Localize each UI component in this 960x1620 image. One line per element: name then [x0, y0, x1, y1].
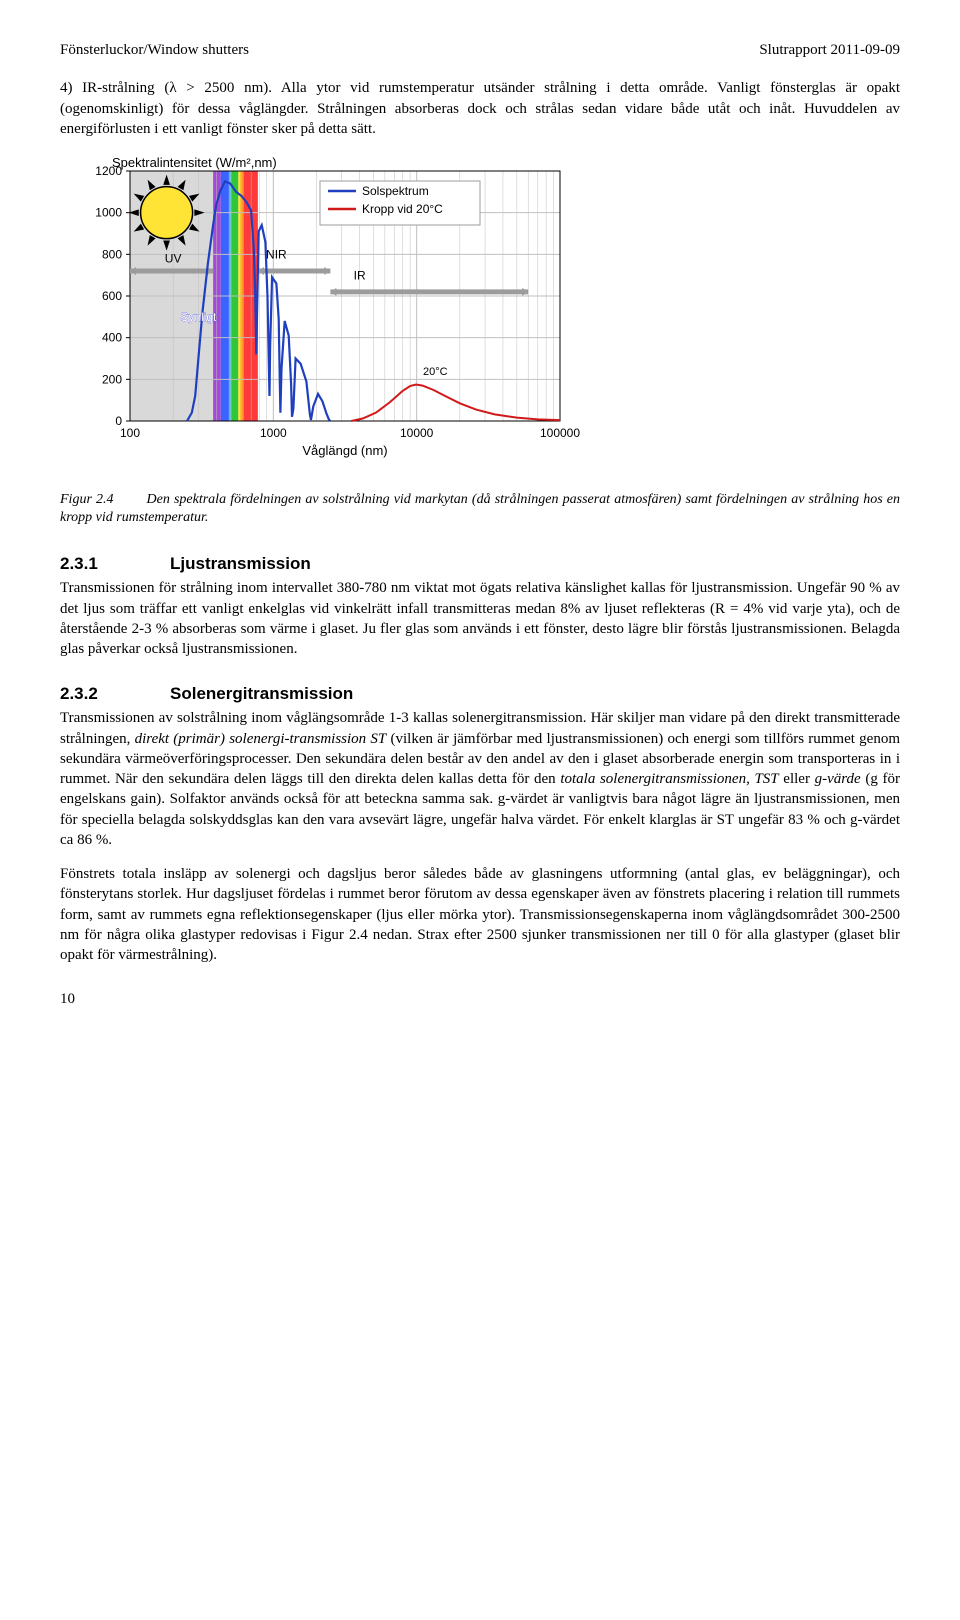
heading-num: 2.3.2 — [60, 683, 170, 706]
heading-2-3-1: 2.3.1Ljustransmission — [60, 553, 900, 576]
heading-num: 2.3.1 — [60, 553, 170, 576]
caption-strong: Figur 2.4 — [60, 492, 114, 507]
section-2-3-1-body: Transmissionen för strålning inom interv… — [60, 578, 900, 659]
figure-caption: Figur 2.4 Den spektrala fördelningen av … — [60, 491, 900, 527]
svg-text:NIR: NIR — [266, 248, 287, 262]
page-number: 10 — [60, 989, 900, 1009]
svg-text:100000: 100000 — [540, 426, 580, 440]
svg-text:Solspektrum: Solspektrum — [362, 184, 429, 198]
svg-text:Kropp vid 20°C: Kropp vid 20°C — [362, 202, 443, 216]
section-2-3-2-p1: Transmissionen av solstrålning inom vågl… — [60, 708, 900, 850]
svg-text:200: 200 — [102, 372, 122, 386]
header-left: Fönsterluckor/Window shutters — [60, 40, 249, 60]
svg-text:400: 400 — [102, 331, 122, 345]
svg-text:Våglängd (nm): Våglängd (nm) — [302, 443, 387, 458]
section-2-3-2-p2: Fönstrets totala insläpp av solenergi oc… — [60, 864, 900, 965]
heading-title: Solenergitransmission — [170, 684, 353, 703]
svg-text:20°C: 20°C — [423, 366, 448, 378]
intro-paragraph: 4) IR-strålning (λ > 2500 nm). Alla ytor… — [60, 78, 900, 139]
svg-text:IR: IR — [354, 268, 366, 282]
spectrum-chart: 020040060080010001200100100010000100000U… — [60, 153, 580, 483]
svg-text:1000: 1000 — [95, 206, 122, 220]
svg-text:Spektralintensitet (W/m²,nm): Spektralintensitet (W/m²,nm) — [112, 155, 277, 170]
heading-2-3-2: 2.3.2Solenergitransmission — [60, 683, 900, 706]
svg-text:600: 600 — [102, 289, 122, 303]
svg-text:Synligt: Synligt — [180, 310, 217, 324]
heading-title: Ljustransmission — [170, 554, 311, 573]
svg-text:10000: 10000 — [400, 426, 434, 440]
figure-2-4: 020040060080010001200100100010000100000U… — [60, 153, 900, 483]
caption-text: Den spektrala fördelningen av solstrålni… — [60, 492, 900, 525]
header-right: Slutrapport 2011-09-09 — [759, 40, 900, 60]
page-header: Fönsterluckor/Window shutters Slutrappor… — [60, 40, 900, 60]
svg-text:UV: UV — [165, 252, 182, 266]
svg-text:100: 100 — [120, 426, 140, 440]
svg-text:800: 800 — [102, 247, 122, 261]
svg-text:1000: 1000 — [260, 426, 287, 440]
